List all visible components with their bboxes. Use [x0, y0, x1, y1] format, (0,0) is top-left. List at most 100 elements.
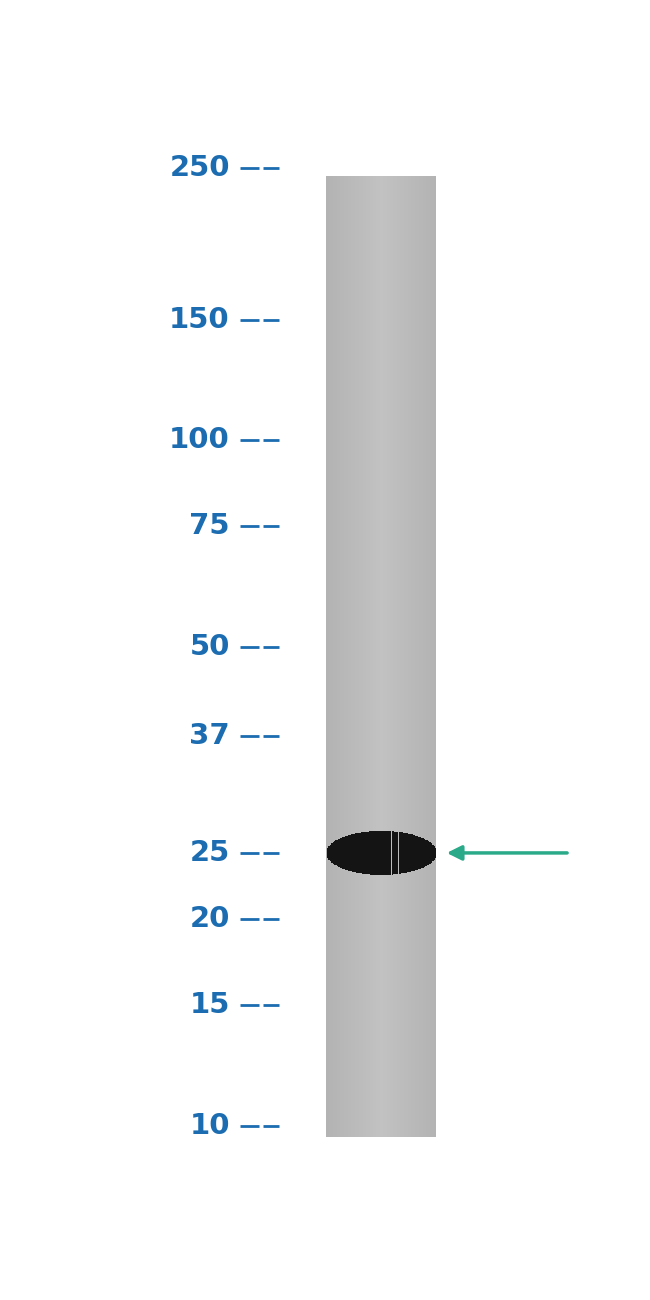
- Bar: [395, 176, 396, 1138]
- Bar: [370, 831, 372, 875]
- Bar: [419, 176, 420, 1138]
- Bar: [343, 176, 344, 1138]
- Bar: [348, 835, 350, 871]
- Bar: [435, 848, 436, 858]
- Bar: [390, 831, 391, 875]
- Bar: [408, 176, 409, 1138]
- Bar: [419, 837, 421, 868]
- Bar: [411, 176, 412, 1138]
- Bar: [435, 176, 436, 1138]
- Bar: [426, 176, 427, 1138]
- Bar: [422, 838, 424, 867]
- Bar: [396, 176, 398, 1138]
- Bar: [337, 840, 338, 866]
- Bar: [350, 176, 352, 1138]
- Bar: [391, 831, 393, 875]
- Bar: [339, 176, 341, 1138]
- Text: 250: 250: [170, 153, 230, 182]
- Bar: [417, 836, 418, 870]
- Bar: [421, 837, 422, 868]
- Bar: [341, 837, 343, 868]
- Bar: [407, 833, 408, 872]
- Bar: [415, 836, 417, 870]
- Bar: [344, 176, 345, 1138]
- Bar: [383, 831, 384, 875]
- Bar: [369, 176, 370, 1138]
- Bar: [414, 176, 415, 1138]
- Bar: [402, 176, 403, 1138]
- Bar: [367, 176, 368, 1138]
- Bar: [406, 176, 407, 1138]
- Bar: [359, 833, 361, 874]
- Bar: [363, 176, 365, 1138]
- Bar: [398, 176, 400, 1138]
- Bar: [365, 176, 366, 1138]
- Bar: [374, 831, 376, 875]
- Bar: [418, 176, 419, 1138]
- Bar: [386, 831, 387, 875]
- Bar: [392, 176, 393, 1138]
- Text: 50: 50: [190, 633, 230, 660]
- Text: 37: 37: [189, 723, 230, 750]
- Bar: [358, 176, 359, 1138]
- Bar: [382, 176, 383, 1138]
- Bar: [391, 176, 392, 1138]
- Text: 20: 20: [190, 905, 230, 933]
- Bar: [378, 176, 379, 1138]
- Bar: [351, 835, 352, 871]
- Bar: [348, 176, 350, 1138]
- Bar: [366, 176, 367, 1138]
- Bar: [401, 176, 402, 1138]
- Bar: [379, 176, 380, 1138]
- Bar: [328, 176, 330, 1138]
- Bar: [396, 832, 397, 874]
- Bar: [409, 176, 410, 1138]
- Bar: [428, 841, 430, 864]
- Bar: [327, 848, 328, 858]
- Bar: [356, 833, 358, 872]
- Bar: [418, 837, 419, 870]
- Bar: [344, 837, 345, 870]
- Bar: [416, 176, 417, 1138]
- Bar: [330, 845, 331, 862]
- Bar: [334, 841, 335, 864]
- Bar: [412, 176, 413, 1138]
- Bar: [387, 176, 388, 1138]
- Bar: [431, 176, 432, 1138]
- Bar: [333, 842, 334, 863]
- Bar: [352, 176, 354, 1138]
- Bar: [335, 840, 337, 866]
- Bar: [380, 831, 382, 875]
- Bar: [345, 176, 346, 1138]
- Bar: [341, 176, 342, 1138]
- Bar: [417, 176, 418, 1138]
- Bar: [354, 176, 355, 1138]
- Bar: [425, 176, 426, 1138]
- Bar: [413, 835, 414, 871]
- Text: 25: 25: [190, 838, 230, 867]
- Bar: [326, 176, 328, 1138]
- Bar: [403, 833, 404, 874]
- Bar: [404, 833, 406, 872]
- Bar: [429, 176, 430, 1138]
- Bar: [338, 838, 339, 867]
- Bar: [334, 176, 335, 1138]
- Bar: [333, 176, 334, 1138]
- Bar: [411, 835, 413, 871]
- Bar: [400, 176, 401, 1138]
- Bar: [424, 176, 425, 1138]
- Bar: [406, 833, 407, 872]
- Bar: [345, 836, 346, 870]
- Text: 75: 75: [189, 512, 230, 540]
- Bar: [361, 176, 363, 1138]
- Text: 10: 10: [189, 1112, 230, 1140]
- Bar: [394, 176, 395, 1138]
- Bar: [404, 176, 405, 1138]
- Bar: [428, 176, 429, 1138]
- Bar: [434, 176, 435, 1138]
- Bar: [331, 176, 332, 1138]
- Bar: [347, 176, 348, 1138]
- Bar: [374, 176, 376, 1138]
- Bar: [368, 176, 369, 1138]
- Bar: [346, 176, 347, 1138]
